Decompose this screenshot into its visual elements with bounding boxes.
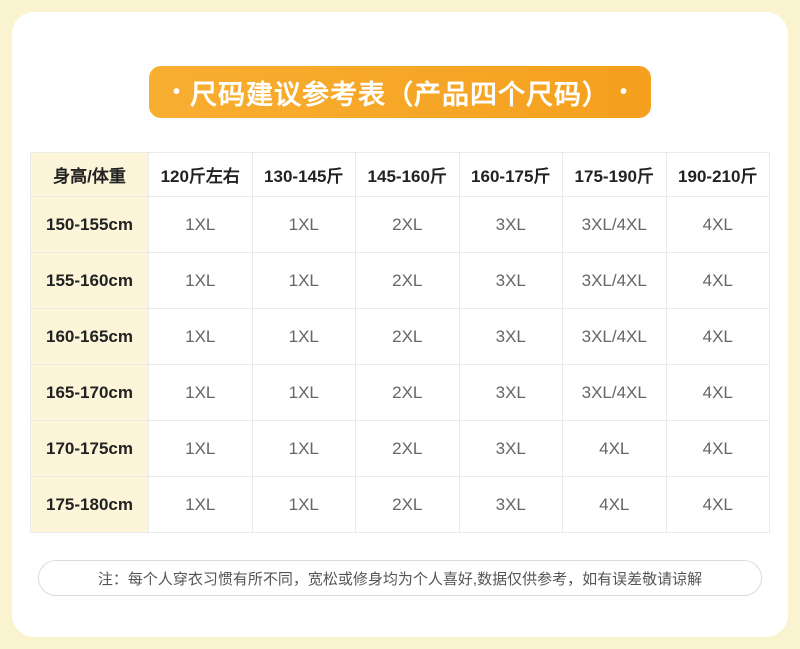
size-cell: 3XL/4XL	[562, 364, 667, 421]
size-cell: 1XL	[251, 196, 356, 253]
height-cell: 150-155cm	[30, 196, 149, 253]
size-cell: 3XL	[458, 308, 563, 365]
size-cell: 1XL	[251, 476, 356, 533]
table-row: 160-165cm 1XL 1XL 2XL 3XL 3XL/4XL 4XL	[30, 308, 770, 365]
size-cell: 1XL	[148, 364, 253, 421]
size-cell: 3XL	[458, 196, 563, 253]
title-dot-right-icon: •	[620, 81, 628, 103]
table-row: 150-155cm 1XL 1XL 2XL 3XL 3XL/4XL 4XL	[30, 196, 770, 253]
height-cell: 165-170cm	[30, 364, 149, 421]
table-header-row: 身高/体重 120斤左右 130-145斤 145-160斤 160-175斤 …	[30, 152, 770, 197]
size-cell: 2XL	[355, 364, 460, 421]
size-cell: 1XL	[148, 308, 253, 365]
size-cell: 4XL	[665, 252, 770, 309]
size-cell: 1XL	[251, 420, 356, 477]
table-row: 170-175cm 1XL 1XL 2XL 3XL 4XL 4XL	[30, 420, 770, 477]
size-cell: 3XL	[458, 420, 563, 477]
table-row: 165-170cm 1XL 1XL 2XL 3XL 3XL/4XL 4XL	[30, 364, 770, 421]
size-cell: 1XL	[148, 252, 253, 309]
size-cell: 4XL	[665, 476, 770, 533]
corner-header-cell: 身高/体重	[30, 152, 149, 197]
disclaimer-note: 注：每个人穿衣习惯有所不同，宽松或修身均为个人喜好,数据仅供参考，如有误差敬请谅…	[38, 560, 762, 596]
table-row: 155-160cm 1XL 1XL 2XL 3XL 3XL/4XL 4XL	[30, 252, 770, 309]
size-cell: 1XL	[251, 308, 356, 365]
size-cell: 3XL/4XL	[562, 252, 667, 309]
page-title: 尺码建议参考表（产品四个尺码）	[190, 79, 610, 110]
size-cell: 4XL	[665, 308, 770, 365]
size-cell: 3XL	[458, 252, 563, 309]
size-chart-table: 身高/体重 120斤左右 130-145斤 145-160斤 160-175斤 …	[30, 152, 770, 533]
size-cell: 2XL	[355, 476, 460, 533]
size-cell: 4XL	[665, 364, 770, 421]
weight-header-cell: 145-160斤	[355, 152, 460, 197]
size-cell: 1XL	[251, 364, 356, 421]
size-cell: 2XL	[355, 308, 460, 365]
size-cell: 1XL	[148, 476, 253, 533]
size-cell: 3XL/4XL	[562, 196, 667, 253]
weight-header-cell: 175-190斤	[562, 152, 667, 197]
size-cell: 2XL	[355, 196, 460, 253]
size-cell: 1XL	[148, 196, 253, 253]
size-cell: 4XL	[562, 420, 667, 477]
size-cell: 3XL/4XL	[562, 308, 667, 365]
size-cell: 3XL	[458, 476, 563, 533]
weight-header-cell: 190-210斤	[665, 152, 770, 197]
height-cell: 155-160cm	[30, 252, 149, 309]
height-cell: 160-165cm	[30, 308, 149, 365]
size-cell: 4XL	[665, 420, 770, 477]
size-cell: 4XL	[665, 196, 770, 253]
title-banner: • 尺码建议参考表（产品四个尺码） •	[148, 66, 652, 118]
height-cell: 170-175cm	[30, 420, 149, 477]
title-dot-left-icon: •	[172, 81, 180, 103]
table-row: 175-180cm 1XL 1XL 2XL 3XL 4XL 4XL	[30, 476, 770, 533]
size-cell: 3XL	[458, 364, 563, 421]
size-cell: 1XL	[251, 252, 356, 309]
height-cell: 175-180cm	[30, 476, 149, 533]
weight-header-cell: 130-145斤	[251, 152, 356, 197]
size-cell: 2XL	[355, 252, 460, 309]
weight-header-cell: 160-175斤	[458, 152, 563, 197]
weight-header-cell: 120斤左右	[148, 152, 253, 197]
size-cell: 1XL	[148, 420, 253, 477]
disclaimer-text: 注：每个人穿衣习惯有所不同，宽松或修身均为个人喜好,数据仅供参考，如有误差敬请谅…	[97, 570, 703, 588]
size-cell: 4XL	[562, 476, 667, 533]
size-cell: 2XL	[355, 420, 460, 477]
